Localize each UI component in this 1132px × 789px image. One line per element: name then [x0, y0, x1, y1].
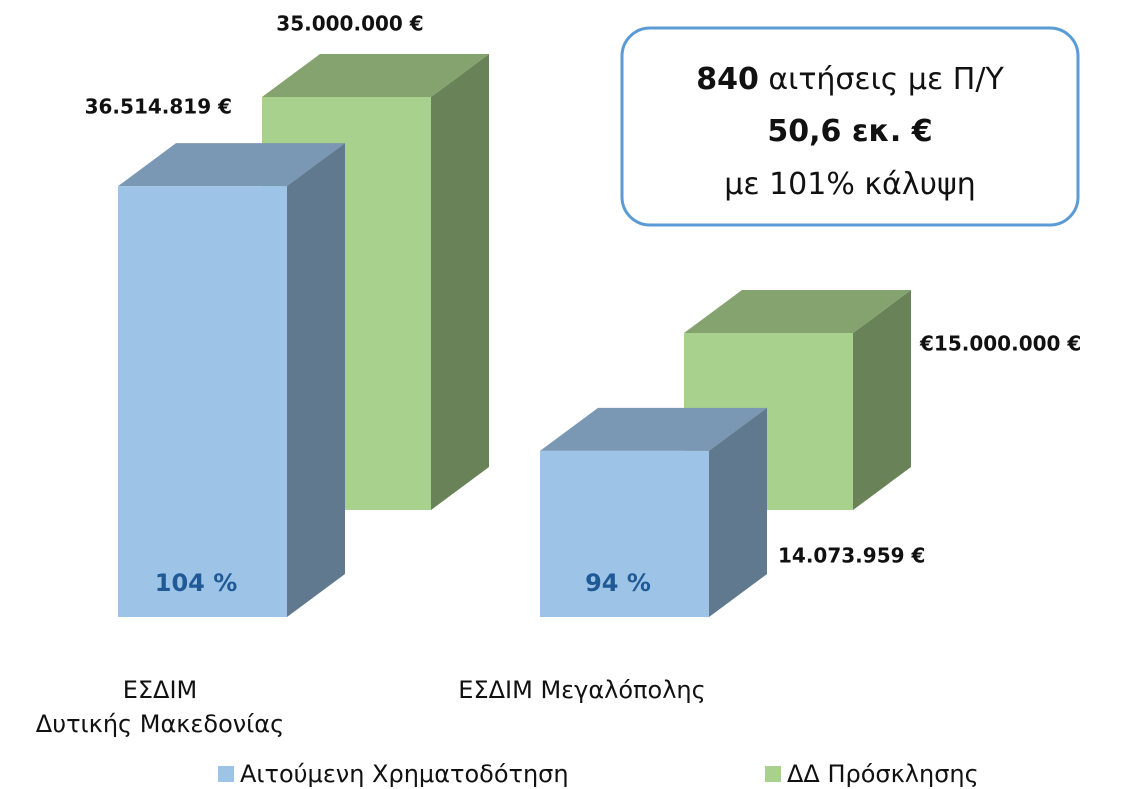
bar-top	[262, 54, 489, 97]
legend-label: ΔΔ Πρόσκλησης	[787, 760, 979, 788]
callout-line: 840 αιτήσεις με Π/Υ	[696, 62, 1004, 97]
value-label: 36.514.819 €	[85, 95, 232, 119]
bar-top	[540, 407, 767, 451]
coverage-label: 94 %	[585, 569, 651, 597]
category-label: ΕΣΔΙΜ Δυτικής Μακεδονίας	[35, 676, 285, 738]
legend-label: Αιτούμενη Χρηματοδότηση	[240, 760, 569, 788]
legend-swatch	[218, 766, 234, 782]
category-label: ΕΣΔΙΜ Μεγαλόπολης	[458, 676, 706, 704]
callout-line: με 101% κάλυψη	[724, 167, 976, 202]
value-label: €15.000.000 €	[919, 332, 1081, 356]
bar	[540, 450, 709, 617]
bar-side	[287, 143, 345, 618]
bar-side	[431, 54, 489, 510]
value-label: 35.000.000 €	[276, 12, 423, 36]
callout-text: αιτήσεις με Π/Υ	[768, 62, 1004, 97]
bar-side	[853, 290, 911, 510]
legend-swatch	[765, 766, 781, 782]
bar-side	[709, 407, 767, 617]
coverage-label: 104 %	[155, 569, 238, 597]
callout-box	[620, 26, 1080, 227]
bar-top	[684, 290, 911, 333]
value-label: 14.073.959 €	[778, 544, 925, 568]
callout-text: με 101% κάλυψη	[724, 167, 976, 202]
bar	[118, 186, 287, 618]
callout-line: 50,6 εκ. €	[767, 114, 932, 149]
bar-top	[118, 143, 345, 187]
callout-bold: 840	[696, 62, 759, 97]
callout-bold: 50,6 εκ. €	[767, 114, 932, 149]
